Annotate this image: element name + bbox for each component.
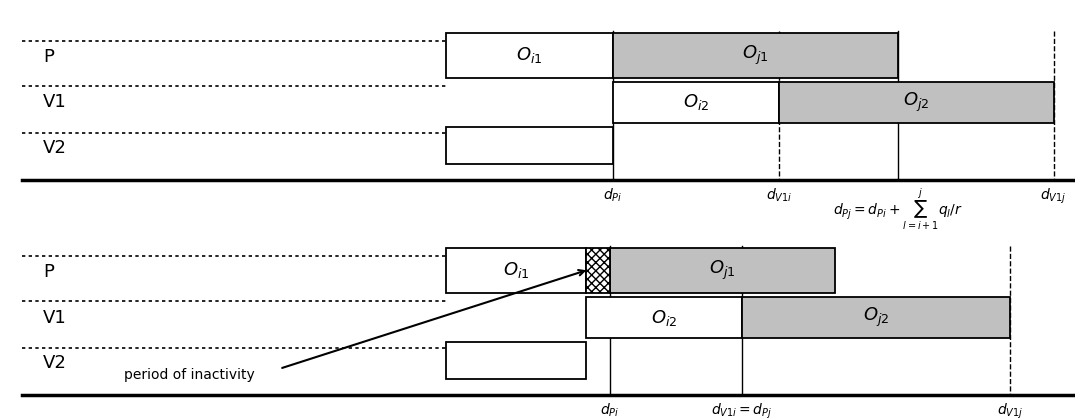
Text: V1: V1 [43, 309, 67, 327]
Text: $d_{V1j}$: $d_{V1j}$ [1041, 186, 1066, 206]
Bar [613, 82, 779, 123]
Text: $O_{j1}$: $O_{j1}$ [710, 259, 735, 282]
Bar [446, 127, 613, 164]
Text: $O_{i2}$: $O_{i2}$ [683, 92, 710, 113]
Text: P: P [43, 48, 54, 66]
Bar [586, 248, 610, 293]
Text: V2: V2 [43, 354, 67, 372]
Text: V2: V2 [43, 139, 67, 157]
Text: $d_{V1i}$: $d_{V1i}$ [766, 186, 792, 204]
Text: $O_{i1}$: $O_{i1}$ [503, 260, 529, 281]
Text: $O_{j2}$: $O_{j2}$ [863, 306, 889, 329]
Text: V1: V1 [43, 93, 67, 111]
Bar [610, 248, 835, 293]
Bar [742, 297, 1010, 338]
Bar [446, 342, 586, 379]
Text: $d_{Pj} = d_{Pi}+\sum_{l=i+1}^{j}q_l/r$: $d_{Pj} = d_{Pi}+\sum_{l=i+1}^{j}q_l/r$ [833, 186, 962, 232]
Text: period of inactivity: period of inactivity [124, 368, 255, 382]
Text: P: P [43, 263, 54, 281]
Text: $O_{j1}$: $O_{j1}$ [742, 44, 769, 67]
Text: $d_{V1j}$: $d_{V1j}$ [998, 402, 1023, 420]
Text: $d_{V1i} = d_{Pj}$: $d_{V1i} = d_{Pj}$ [712, 402, 772, 420]
Text: $d_{Pi}$: $d_{Pi}$ [600, 402, 619, 419]
Bar [613, 33, 898, 78]
Bar [779, 82, 1054, 123]
Bar [446, 33, 613, 78]
Text: $d_{Pi}$: $d_{Pi}$ [603, 186, 622, 204]
Bar [586, 297, 742, 338]
Text: $O_{i2}$: $O_{i2}$ [650, 307, 677, 328]
Bar [446, 248, 586, 293]
Text: $O_{i1}$: $O_{i1}$ [516, 45, 543, 66]
Text: $O_{j2}$: $O_{j2}$ [903, 91, 930, 114]
